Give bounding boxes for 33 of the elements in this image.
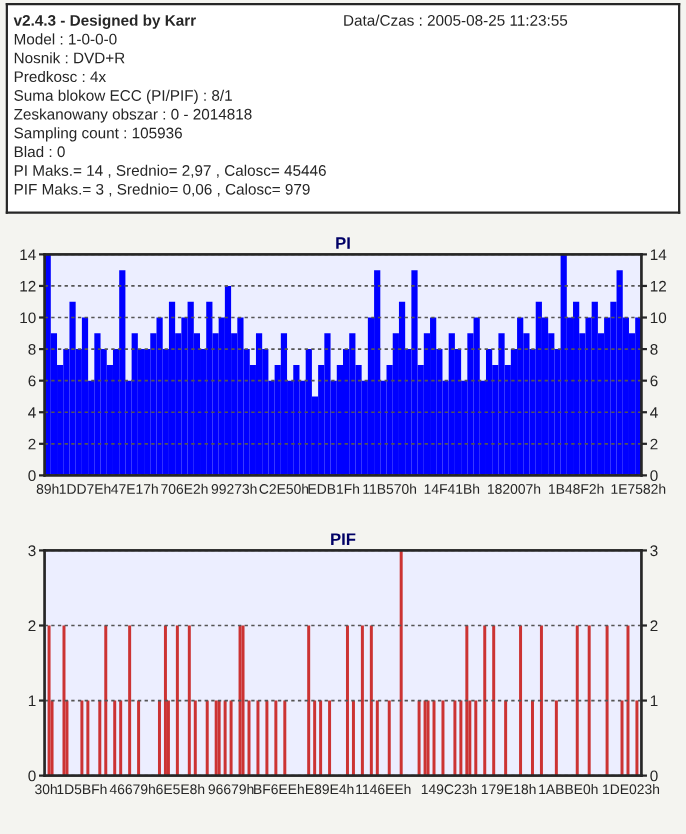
bar (485, 349, 493, 476)
bar (560, 254, 567, 476)
bar (280, 333, 288, 476)
bar (255, 333, 263, 476)
chart-title: PI (336, 237, 350, 249)
bar (224, 285, 232, 476)
bar (398, 301, 406, 476)
bar (69, 301, 76, 476)
bar (430, 317, 437, 476)
bar (206, 301, 213, 476)
bar (535, 301, 542, 476)
bar (156, 317, 163, 476)
bar (168, 301, 176, 476)
bar (498, 333, 505, 476)
chart-title: PIF (331, 533, 356, 545)
bar (305, 349, 312, 476)
bar (349, 333, 356, 476)
bar (616, 270, 623, 476)
bar (237, 317, 244, 476)
bar (448, 333, 455, 476)
bar (517, 317, 524, 476)
bar (473, 317, 480, 476)
bar (573, 301, 580, 476)
bar (187, 301, 194, 476)
bar (374, 270, 381, 476)
bar (81, 317, 89, 476)
bar (131, 333, 138, 476)
bar (293, 364, 300, 476)
bar (591, 301, 598, 476)
bar (411, 270, 418, 476)
bar (119, 270, 126, 476)
bar (324, 333, 331, 476)
bar (94, 333, 101, 476)
